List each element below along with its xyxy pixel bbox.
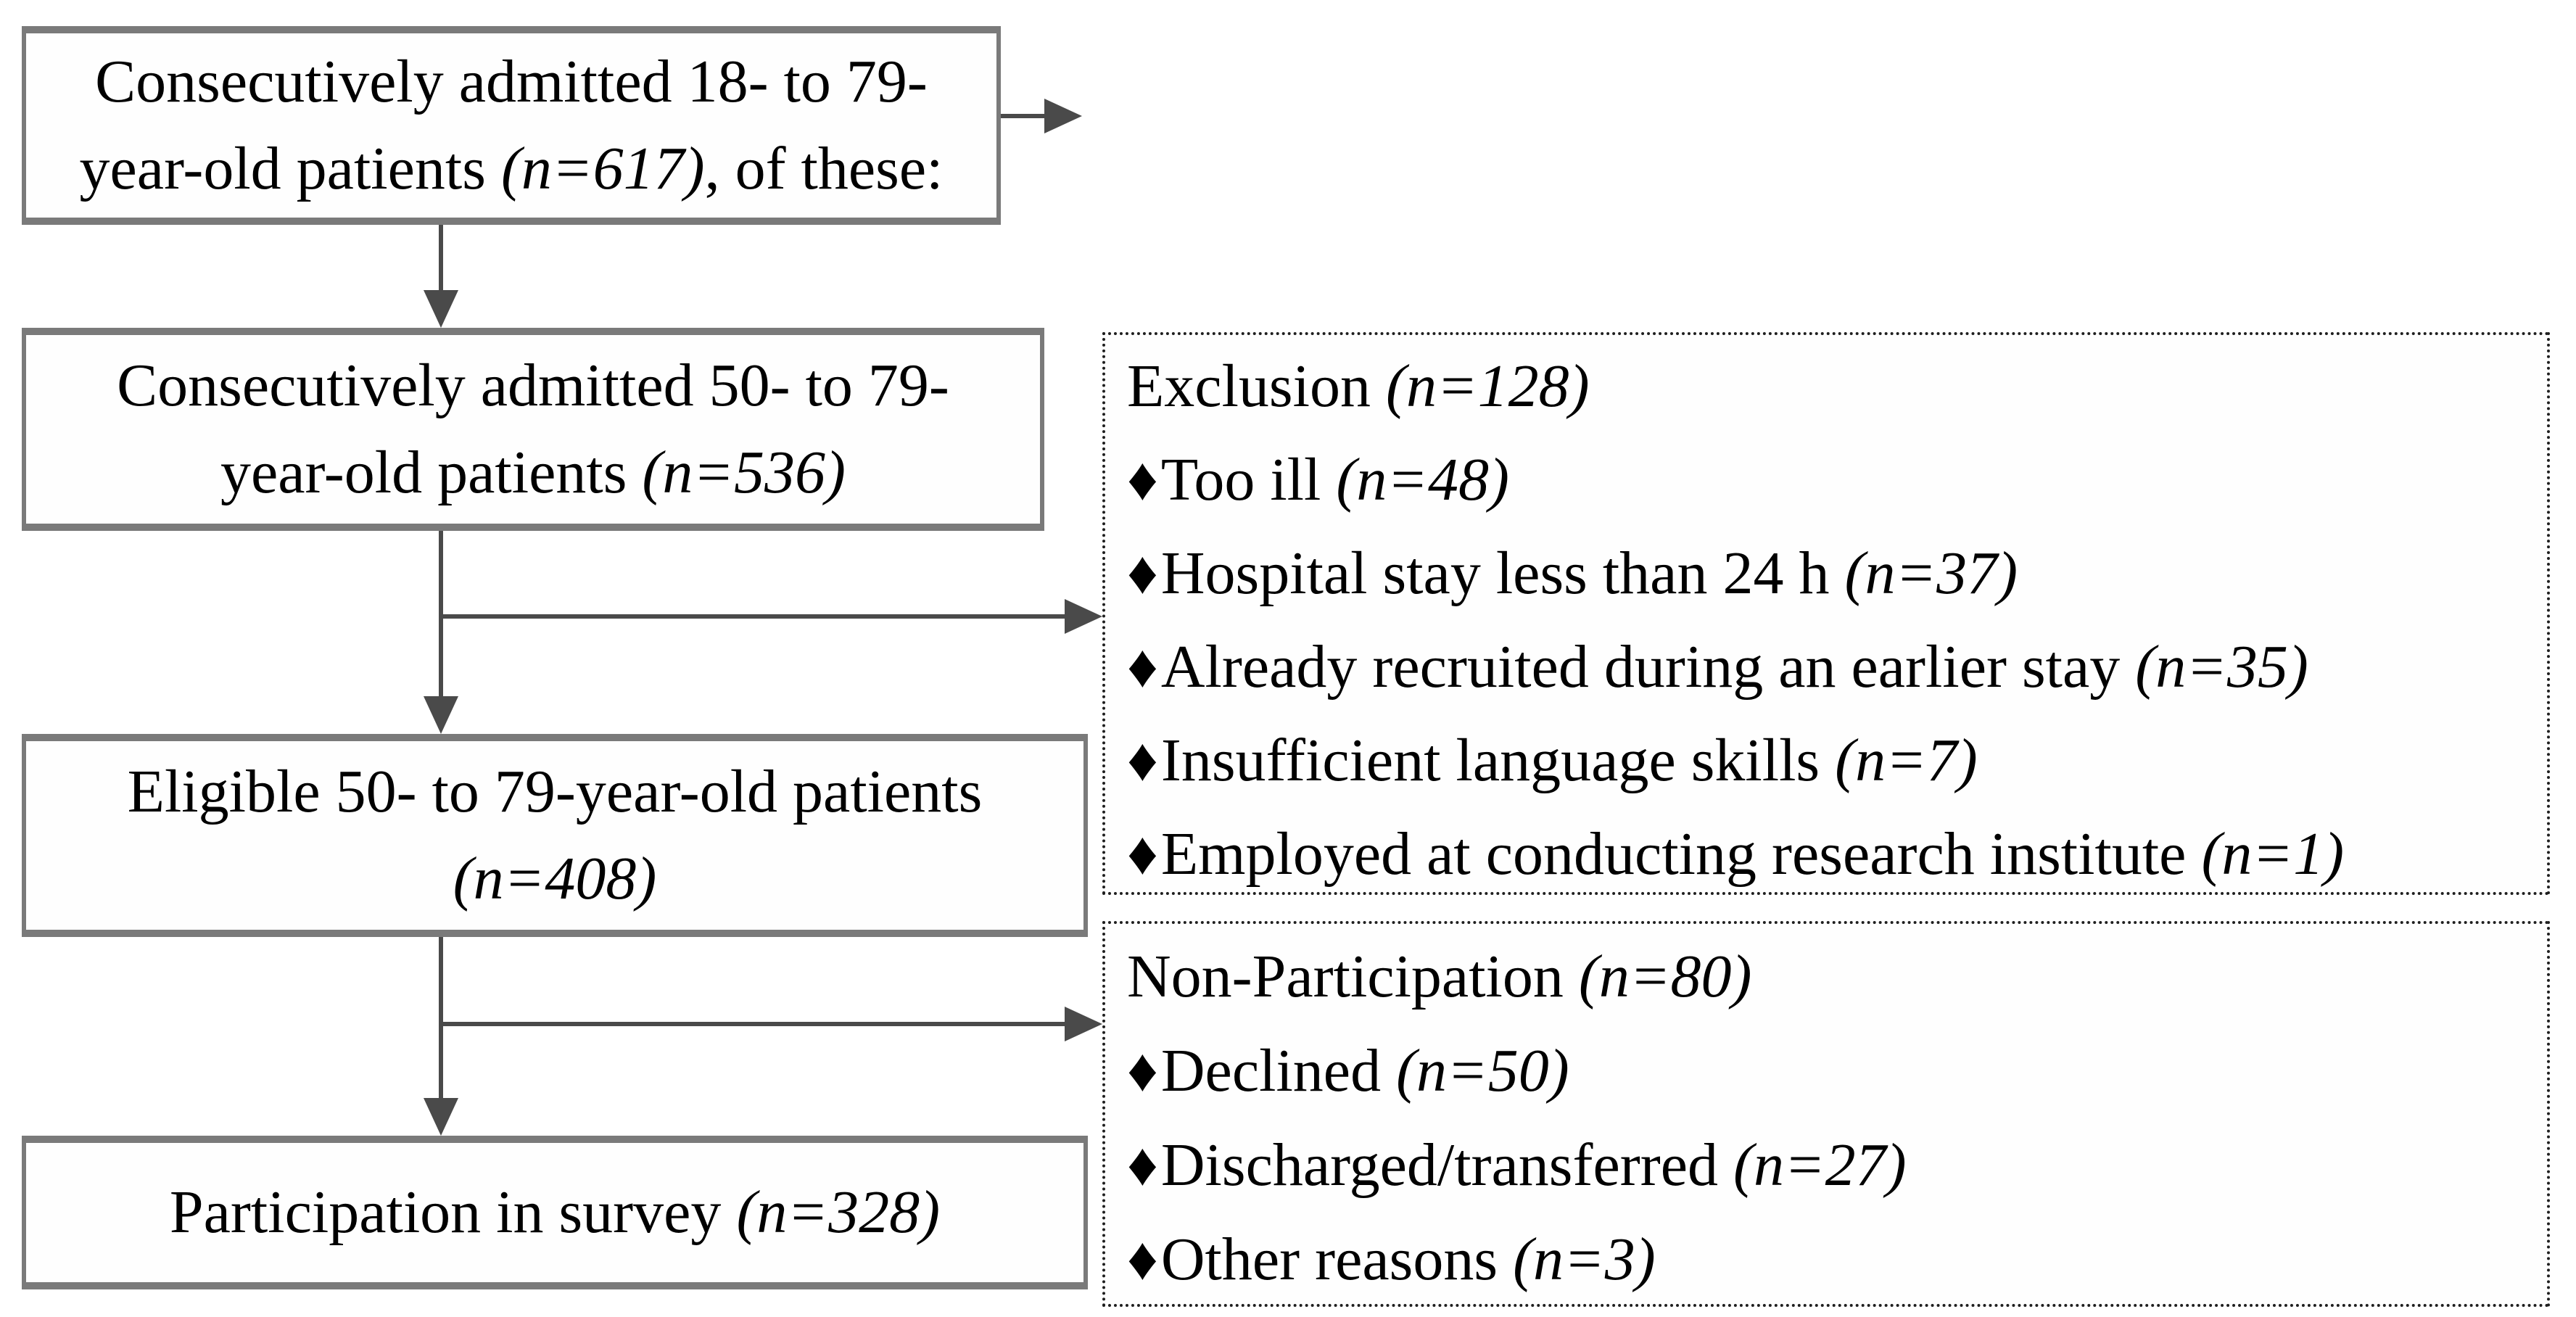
- flow-box-text-line: Eligible 50- to 79-year-old patients: [128, 748, 983, 835]
- flow-box-eligible: Eligible 50- to 79-year-old patients (n=…: [22, 734, 1088, 937]
- exclusion-item-text: Already recruited during an earlier stay: [1160, 633, 2136, 701]
- exclusion-item-text: Insufficient language skills: [1160, 727, 1836, 794]
- flow-box-text-line: Consecutively admitted 18- to 79-: [95, 38, 928, 125]
- n-value: (n=328): [736, 1178, 941, 1246]
- box-text: Consecutively admitted 18- to 79-: [95, 48, 928, 115]
- diamond-bullet-icon: ♦: [1127, 633, 1158, 701]
- n-value: (n=1): [2201, 820, 2345, 888]
- exclusion-item: ♦Employed at conducting research institu…: [1127, 807, 2535, 901]
- n-value: (n=80): [1578, 943, 1752, 1010]
- non-participation-item: ♦Other reasons (n=3): [1127, 1213, 2535, 1307]
- exclusion-title: Exclusion (n=128): [1127, 339, 2535, 433]
- exclusion-box: Exclusion (n=128) ♦Too ill (n=48) ♦Hospi…: [1102, 332, 2550, 895]
- diamond-bullet-icon: ♦: [1127, 727, 1158, 794]
- arrowhead-right-icon: [1065, 599, 1102, 634]
- non-participation-item-text: Discharged/transferred: [1160, 1131, 1733, 1199]
- exclusion-item-text: Hospital stay less than 24 h: [1160, 540, 1845, 607]
- n-value: (n=48): [1336, 446, 1509, 513]
- arrowhead-down-icon: [424, 290, 458, 328]
- arrowhead-down-icon: [424, 1098, 458, 1136]
- non-participation-title: Non-Participation (n=80): [1127, 930, 2535, 1024]
- arrowhead-down-icon: [424, 696, 458, 734]
- non-participation-item: ♦Discharged/transferred (n=27): [1127, 1118, 2535, 1213]
- n-value: (n=7): [1835, 727, 1978, 794]
- non-participation-item-text: Declined: [1160, 1037, 1397, 1105]
- flow-box-admitted-50-79: Consecutively admitted 50- to 79- year-o…: [22, 328, 1044, 531]
- n-value: (n=27): [1733, 1131, 1907, 1199]
- flow-box-participation: Participation in survey (n=328): [22, 1136, 1088, 1289]
- n-value: (n=128): [1385, 352, 1590, 420]
- n-value: (n=37): [1844, 540, 2018, 607]
- box-text: Eligible 50- to 79-year-old patients: [127, 758, 983, 825]
- diamond-bullet-icon: ♦: [1127, 446, 1158, 513]
- non-participation-box: Non-Participation (n=80) ♦Declined (n=50…: [1102, 921, 2550, 1307]
- connector-line-box3-box4: [439, 937, 443, 1101]
- exclusion-item: ♦Hospital stay less than 24 h (n=37): [1127, 527, 2535, 620]
- arrowhead-right-icon: [1065, 1007, 1102, 1041]
- n-value: (n=3): [1513, 1226, 1656, 1293]
- box-text: , of these:: [704, 135, 944, 202]
- flow-box-text-line: year-old patients (n=617), of these:: [80, 125, 944, 212]
- diamond-bullet-icon: ♦: [1127, 1226, 1158, 1293]
- diamond-bullet-icon: ♦: [1127, 1037, 1158, 1105]
- connector-line-box1-box2: [439, 225, 443, 293]
- n-value: (n=408): [453, 845, 657, 912]
- n-value: (n=50): [1396, 1037, 1569, 1105]
- flow-box-text-line: Consecutively admitted 50- to 79-: [117, 342, 949, 429]
- connector-line-to-exclusion: [439, 614, 1067, 619]
- diamond-bullet-icon: ♦: [1127, 820, 1158, 888]
- diamond-bullet-icon: ♦: [1127, 540, 1158, 607]
- n-value: (n=536): [642, 439, 846, 506]
- n-value: (n=617): [500, 135, 705, 202]
- non-participation-item: ♦Declined (n=50): [1127, 1024, 2535, 1118]
- non-participation-title-text: Non-Participation: [1127, 943, 1579, 1010]
- exclusion-item: ♦Already recruited during an earlier sta…: [1127, 620, 2535, 714]
- exclusion-item: ♦Too ill (n=48): [1127, 433, 2535, 527]
- flow-box-text-line: Participation in survey (n=328): [170, 1169, 940, 1256]
- exclusion-item-text: Too ill: [1160, 446, 1337, 513]
- connector-line-from-admitted-18-79: [1001, 114, 1047, 118]
- diamond-bullet-icon: ♦: [1127, 1131, 1158, 1199]
- flow-box-text-line: year-old patients (n=536): [220, 429, 846, 516]
- arrowhead-right-icon: [1044, 99, 1082, 133]
- box-text: Consecutively admitted 50- to 79-: [117, 352, 949, 419]
- exclusion-title-text: Exclusion: [1127, 352, 1386, 420]
- n-value: (n=35): [2135, 633, 2308, 701]
- exclusion-item: ♦Insufficient language skills (n=7): [1127, 714, 2535, 807]
- connector-line-to-non-participation: [439, 1022, 1067, 1026]
- box-text: Participation in survey: [169, 1178, 737, 1246]
- flow-box-admitted-18-79: Consecutively admitted 18- to 79- year-o…: [22, 26, 1001, 225]
- flow-box-text-line: (n=408): [453, 835, 657, 922]
- non-participation-item-text: Other reasons: [1160, 1226, 1514, 1293]
- box-text: year-old patients: [79, 135, 501, 202]
- box-text: year-old patients: [220, 439, 643, 506]
- exclusion-item-text: Employed at conducting research institut…: [1160, 820, 2202, 888]
